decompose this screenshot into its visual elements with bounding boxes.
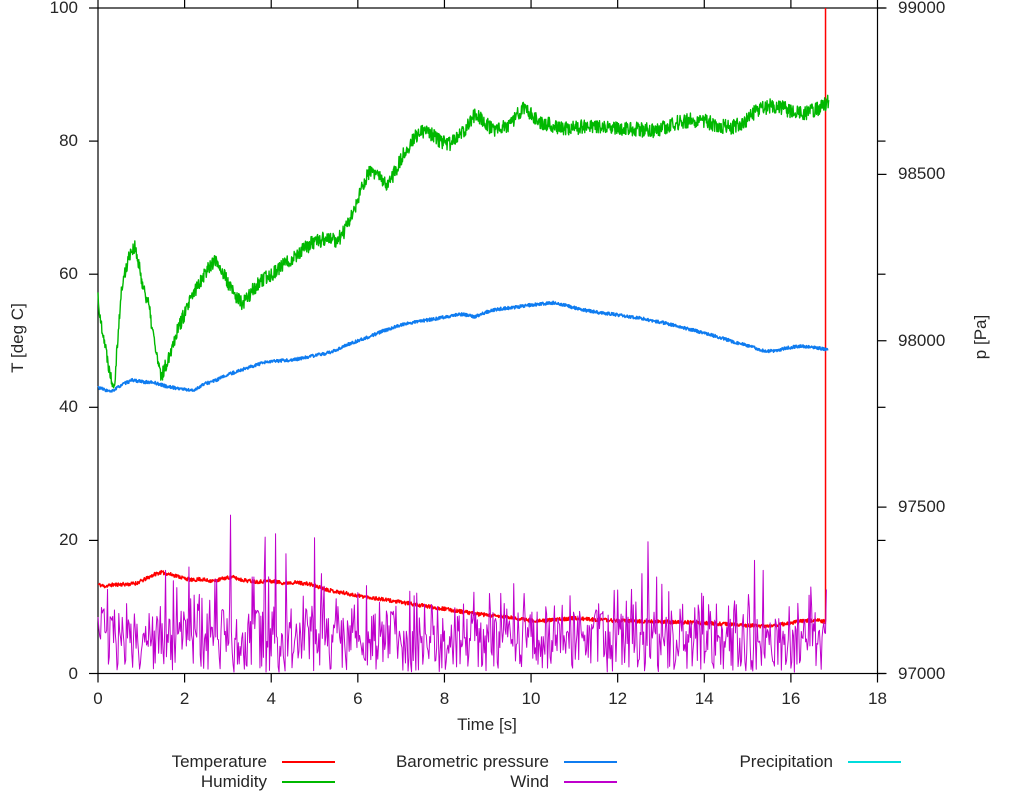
- legend-label-temperature: Temperature: [171, 752, 267, 771]
- x-axis-tick-label: 10: [521, 689, 541, 708]
- y2-axis-tick-label: 98500: [898, 164, 946, 184]
- humidity-series: [97, 94, 830, 389]
- x-axis-tick-label: 16: [781, 689, 801, 708]
- legend-label-barometric-pressure: Barometric pressure: [395, 752, 549, 771]
- x-axis-tick-label: 18: [868, 689, 887, 708]
- temperature-series: [97, 8, 827, 629]
- legend-line-sample-precipitation: [848, 761, 901, 763]
- legend-item-humidity: Humidity: [201, 771, 335, 793]
- y2-axis-title: p [Pa]: [971, 314, 990, 360]
- legend-label-humidity: Humidity: [200, 772, 267, 791]
- legend-item-precipitation: Precipitation: [739, 751, 901, 773]
- x-axis-tick-label: 12: [608, 689, 628, 708]
- y-axis-tick-label: 100: [49, 0, 78, 17]
- y2-axis-tick-label: 98000: [898, 330, 946, 350]
- x-axis-tick-label: 4: [266, 689, 276, 708]
- legend-line-sample-barometric-pressure: [564, 761, 617, 763]
- plot-border: [97, 7, 879, 675]
- legend-line-sample-temperature: [282, 761, 335, 763]
- x-axis-tick-label: 14: [694, 689, 714, 708]
- y-axis-tick-label: 0: [68, 663, 78, 683]
- y-axis-title: T [deg C]: [8, 303, 27, 373]
- barometric-pressure-series: [97, 300, 829, 393]
- x-axis-title: Time [s]: [457, 715, 517, 734]
- legend-item-barometric-pressure: Barometric pressure: [396, 751, 617, 773]
- y-axis-tick-label: 80: [59, 131, 78, 151]
- legend-item-wind: Wind: [510, 771, 617, 793]
- y2-axis-tick-label: 99000: [898, 0, 946, 17]
- y2-axis-tick-label: 97000: [898, 663, 946, 683]
- legend-item-temperature: Temperature: [172, 751, 335, 773]
- x-axis-tick-label: 0: [93, 689, 103, 708]
- legend-line-sample-wind: [564, 781, 617, 783]
- y-axis-tick-label: 60: [59, 264, 78, 284]
- legend-label-wind: Wind: [510, 772, 549, 791]
- wind-series: [97, 514, 827, 673]
- y-axis-tick-label: 40: [59, 397, 78, 417]
- x-axis-tick-label: 8: [439, 689, 450, 708]
- x-axis-tick-label: 2: [179, 689, 190, 708]
- legend-line-sample-humidity: [282, 781, 335, 783]
- y2-axis-tick-label: 97500: [898, 497, 946, 517]
- y-axis-tick-label: 20: [59, 530, 78, 550]
- x-axis-tick-label: 6: [353, 689, 363, 708]
- legend-label-precipitation: Precipitation: [739, 752, 833, 771]
